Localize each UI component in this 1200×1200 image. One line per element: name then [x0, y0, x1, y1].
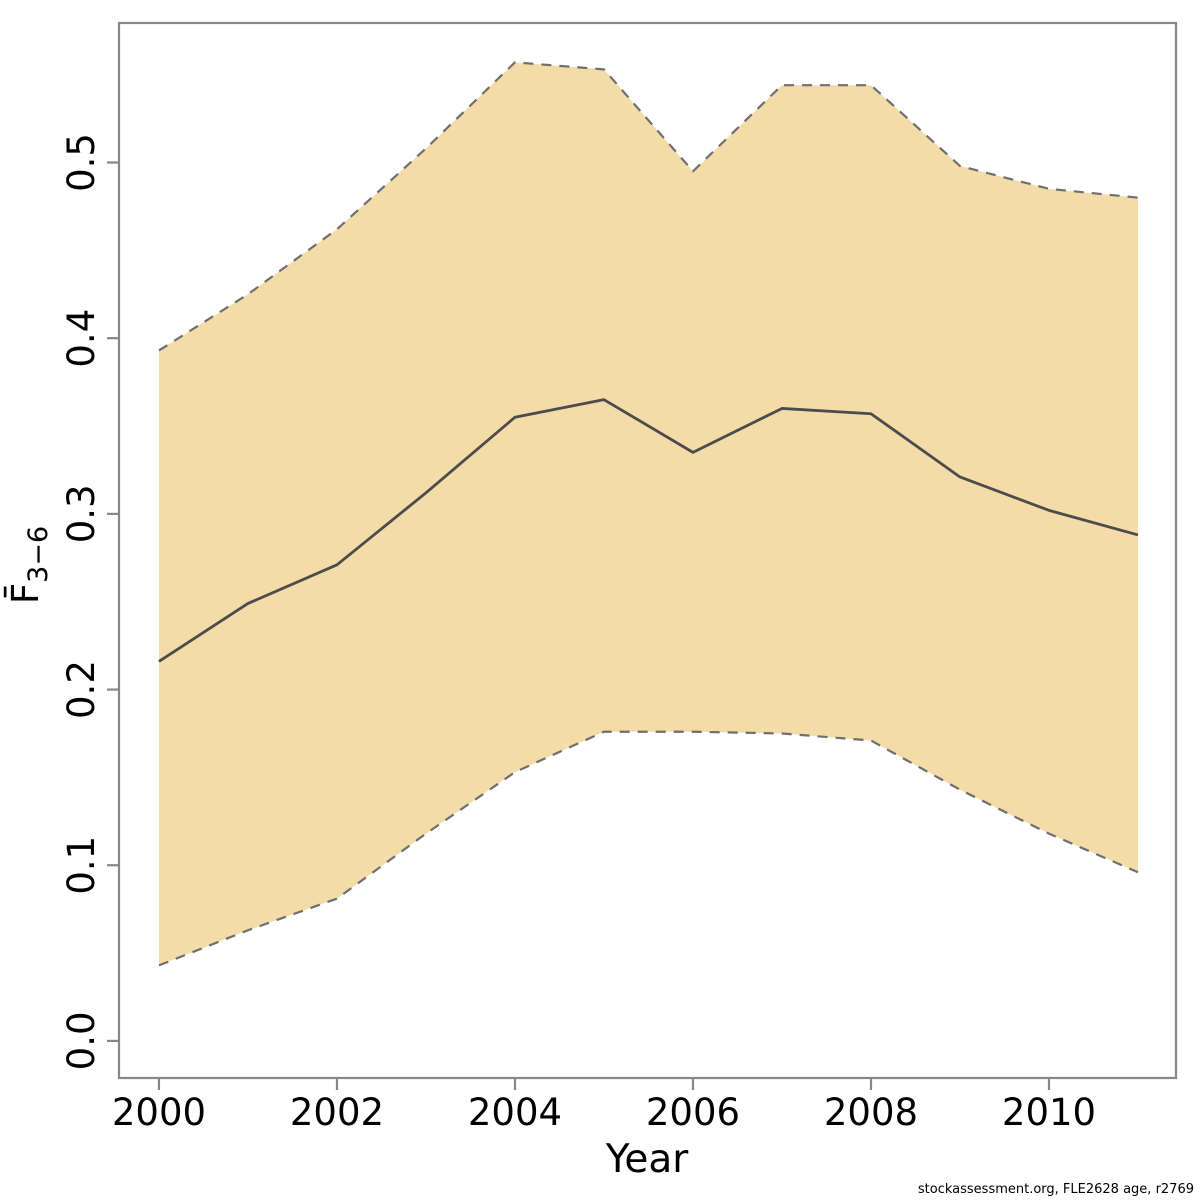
- lower-ci-line: [158, 730, 1139, 967]
- y-axis-label: F̄3−6: [3, 526, 54, 604]
- x-axis-label: Year: [605, 1137, 690, 1182]
- y-tick-label: 0.2: [60, 660, 103, 719]
- plot-border: [117, 21, 1178, 1080]
- x-tick-label: 2010: [1002, 1091, 1096, 1134]
- x-tick-label: 2004: [468, 1091, 562, 1134]
- y-tick-label: 0.3: [60, 484, 103, 543]
- y-tick-label: 0.1: [60, 836, 103, 895]
- x-tick-label: 2000: [112, 1091, 206, 1134]
- mean-f-line: [158, 398, 1139, 663]
- y-tick-label: 0.0: [60, 1012, 103, 1071]
- x-tick-label: 2008: [824, 1091, 918, 1134]
- y-tick-label: 0.5: [60, 133, 103, 192]
- y-tick-label: 0.4: [60, 309, 103, 368]
- footer-credit: stockassessment.org, FLE2628 age, r2769: [918, 1182, 1194, 1197]
- x-tick-label: 2006: [646, 1091, 740, 1134]
- x-tick-label: 2002: [290, 1091, 384, 1134]
- upper-ci-line: [158, 61, 1139, 352]
- confidence-band: [158, 62, 1138, 966]
